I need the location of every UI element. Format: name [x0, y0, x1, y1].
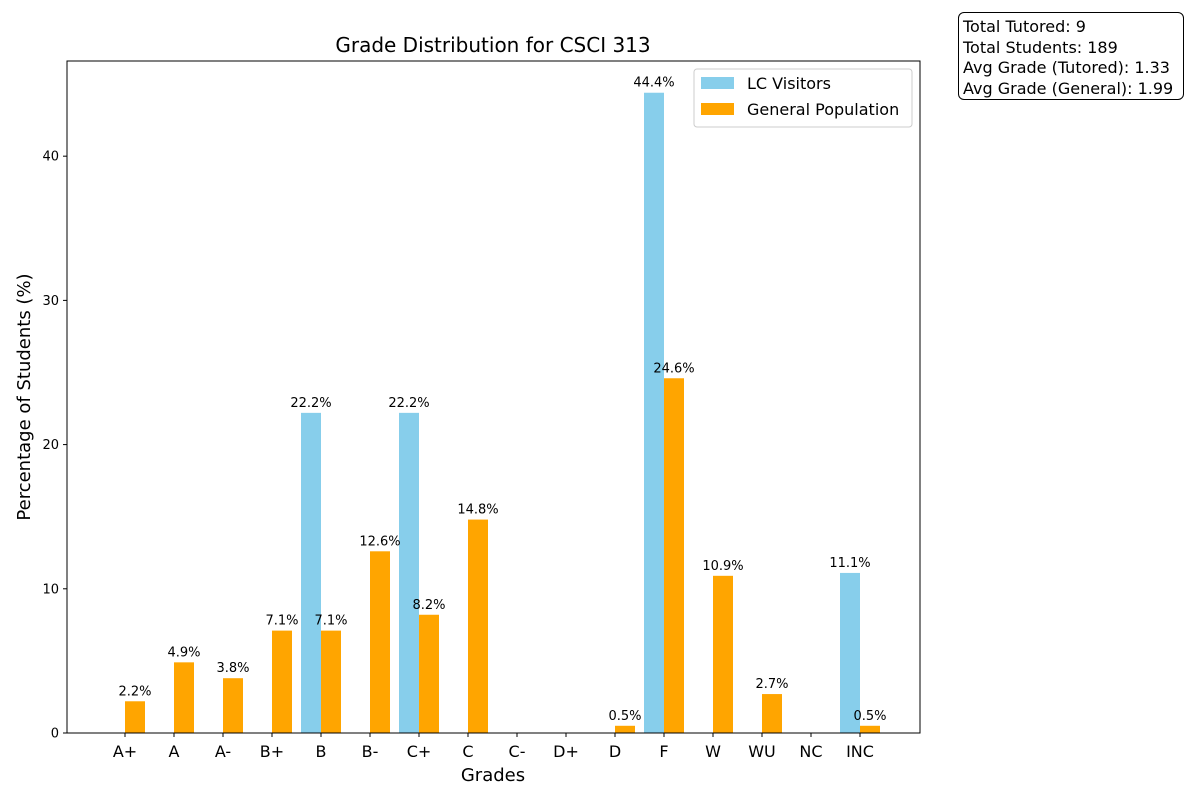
- x-tick-label: B-: [362, 742, 379, 761]
- y-tick-label: 20: [42, 438, 59, 453]
- x-tick-label: WU: [748, 742, 776, 761]
- x-tick-label: A+: [113, 742, 137, 761]
- data-label-general-population-a-minus: 3.8%: [216, 661, 249, 676]
- x-tick-label: A-: [215, 742, 231, 761]
- data-label-lc-visitors-c-plus: 22.2%: [388, 396, 429, 411]
- avg-grade-general-text: Avg Grade (General): 1.99: [963, 78, 1174, 98]
- legend: LC Visitors General Population: [693, 68, 913, 128]
- bar-general-population-w: [713, 575, 733, 733]
- x-tick-label: W: [705, 742, 721, 761]
- data-label-general-population-inc: 0.5%: [853, 709, 886, 724]
- legend-swatch-general-population: [701, 103, 734, 115]
- y-tick-label: 30: [42, 294, 59, 309]
- bar-general-population-a: [174, 662, 194, 733]
- data-label-general-population-a-plus: 2.2%: [118, 684, 151, 699]
- bar-general-population-wu: [762, 694, 782, 733]
- bar-lc-visitors-c-plus: [399, 412, 419, 733]
- x-tick-label: NC: [799, 742, 822, 761]
- data-label-general-population-b: 7.1%: [314, 614, 347, 629]
- avg-grade-tutored-text: Avg Grade (Tutored): 1.33: [963, 58, 1170, 77]
- summary-stats-box: Total Tutored: 9 Total Students: 189 Avg…: [958, 12, 1184, 100]
- legend-swatch-lc-visitors: [701, 77, 734, 89]
- data-label-lc-visitors-b: 22.2%: [290, 396, 331, 411]
- bar-general-population-f: [664, 378, 684, 733]
- legend-label-lc-visitors: LC Visitors: [747, 74, 831, 93]
- x-tick-label: F: [659, 742, 668, 761]
- bar-labels-layer: 22.2% 22.2% 44.4% 11.1% 2.2% 4.9% 3.8% 7.1% 7.1%…: [118, 76, 886, 724]
- data-label-general-population-wu: 2.7%: [755, 677, 788, 692]
- y-tick-label: 40: [42, 150, 59, 165]
- x-tick-label: D+: [553, 742, 579, 761]
- data-label-general-population-f: 24.6%: [653, 361, 694, 376]
- x-ticks-layer: A+ A A- B+ B B- C+ C C- D+ D F W WU NC INC: [113, 733, 874, 761]
- bar-general-population-c-plus: [419, 614, 439, 733]
- x-tick-label: C: [462, 742, 473, 761]
- data-label-general-population-c-plus: 8.2%: [412, 598, 445, 613]
- bar-lc-visitors-inc: [840, 572, 860, 733]
- y-tick-label: 0: [51, 727, 59, 742]
- data-label-general-population-d: 0.5%: [608, 709, 641, 724]
- data-label-general-population-c: 14.8%: [457, 503, 498, 518]
- y-axis-label: Percentage of Students (%): [14, 273, 35, 520]
- bar-general-population-c: [468, 519, 488, 733]
- y-ticks-layer: 0 10 20 30 40: [42, 150, 67, 742]
- chart-title: Grade Distribution for CSCI 313: [335, 33, 650, 57]
- x-tick-label: INC: [846, 742, 874, 761]
- bar-general-population-inc: [860, 725, 880, 733]
- x-tick-label: C-: [509, 742, 526, 761]
- bar-general-population-d: [615, 725, 635, 733]
- x-axis-label: Grades: [461, 765, 525, 786]
- data-label-lc-visitors-f: 44.4%: [633, 76, 674, 91]
- bar-general-population-b: [321, 630, 341, 733]
- x-tick-label: B+: [260, 742, 284, 761]
- data-label-general-population-b-minus: 12.6%: [359, 534, 400, 549]
- bar-lc-visitors-f: [644, 92, 664, 733]
- bar-lc-visitors-b: [301, 412, 321, 733]
- bar-general-population-b-plus: [272, 630, 292, 733]
- x-tick-label: D: [609, 742, 621, 761]
- y-tick-label: 10: [42, 582, 59, 597]
- legend-label-general-population: General Population: [747, 100, 899, 119]
- total-tutored-text: Total Tutored: 9: [963, 17, 1086, 36]
- x-tick-label: A: [169, 742, 180, 761]
- total-students-text: Total Students: 189: [963, 37, 1118, 57]
- bars-layer: [125, 92, 880, 733]
- x-tick-label: C+: [407, 742, 432, 761]
- plot-frame: [66, 60, 921, 734]
- x-tick-label: B: [316, 742, 327, 761]
- data-label-general-population-a: 4.9%: [167, 645, 200, 660]
- bar-general-population-a-plus: [125, 701, 145, 733]
- legend-box: [693, 68, 913, 128]
- data-label-general-population-w: 10.9%: [702, 559, 743, 574]
- data-label-general-population-b-plus: 7.1%: [265, 614, 298, 629]
- bar-general-population-b-minus: [370, 551, 390, 733]
- bar-general-population-a-minus: [223, 678, 243, 733]
- data-label-lc-visitors-inc: 11.1%: [829, 556, 870, 571]
